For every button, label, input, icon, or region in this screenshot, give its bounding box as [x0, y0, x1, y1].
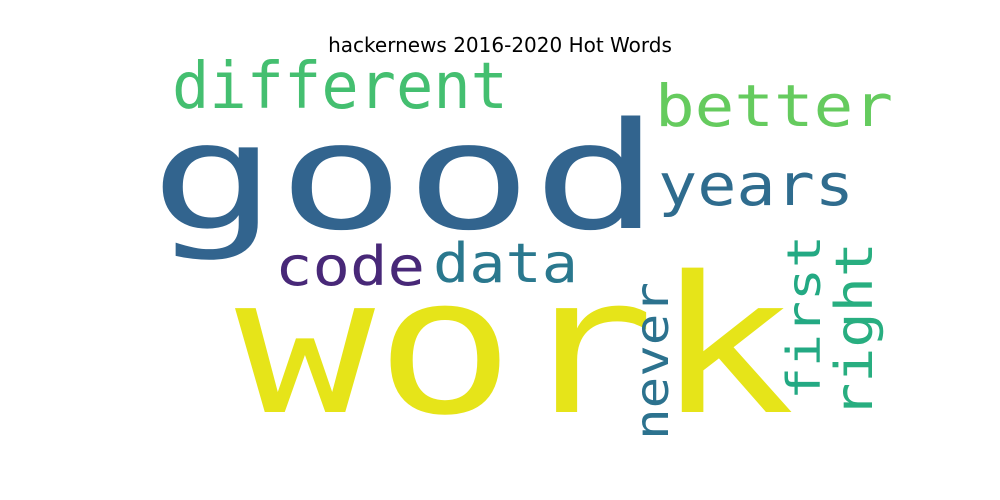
word-right: right [825, 242, 885, 418]
word-better: better [655, 72, 893, 140]
chart-title: hackernews 2016-2020 Hot Words [328, 33, 672, 57]
word-good: good [150, 91, 660, 263]
word-years: years [658, 151, 854, 219]
word-never: never [625, 282, 679, 440]
word-different: different [172, 50, 508, 124]
word-work: work [235, 236, 795, 457]
word-code: code [275, 235, 425, 298]
word-data: data [433, 232, 578, 295]
word-first: first [777, 235, 831, 400]
